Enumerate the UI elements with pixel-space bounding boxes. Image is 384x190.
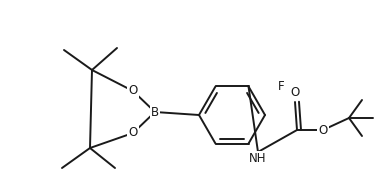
Text: O: O [290,86,300,99]
Text: O: O [318,124,328,136]
Text: O: O [128,85,137,97]
Text: F: F [278,81,285,93]
Text: O: O [128,127,137,139]
Text: B: B [151,105,159,119]
Text: NH: NH [249,152,267,165]
